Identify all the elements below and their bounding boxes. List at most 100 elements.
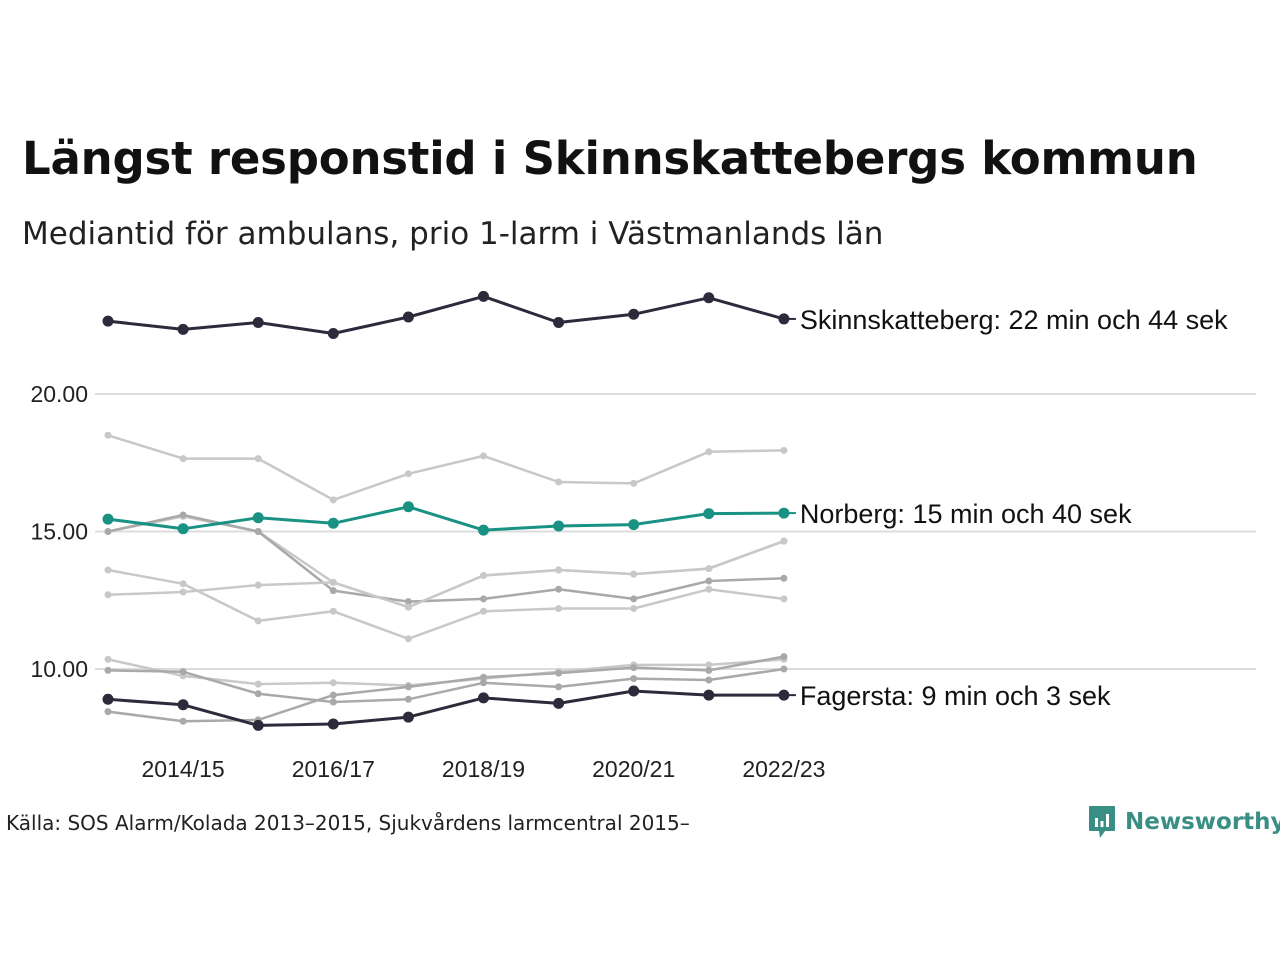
- line-chart: 10.00 15.00 20.00 2014/15 2016/17 2018/19 202…: [30, 290, 1256, 782]
- data-point-series-5: [780, 537, 788, 545]
- series-skinnskatteberg: [102, 290, 790, 339]
- data-point-series-1: [555, 478, 563, 486]
- data-point-series-3: [705, 577, 713, 585]
- data-point-series-7: [404, 695, 412, 703]
- data-point-fagersta: [553, 697, 565, 709]
- data-point-series-8: [555, 669, 563, 677]
- data-point-skinnskatteberg: [628, 308, 640, 320]
- data-point-series-4: [555, 605, 563, 612]
- data-point-series-5: [705, 565, 713, 573]
- data-point-series-7: [179, 668, 187, 676]
- data-point-series-8: [104, 708, 112, 716]
- data-point-series-7: [630, 675, 638, 683]
- data-point-norberg: [402, 501, 414, 513]
- data-point-series-3: [630, 595, 638, 603]
- data-point-norberg: [553, 520, 565, 532]
- data-point-fagersta: [102, 693, 114, 705]
- series-series-5: [104, 537, 788, 611]
- x-axis-ticks: 2014/15 2016/17 2018/19 2020/21 2022/23: [142, 756, 826, 782]
- data-point-series-4: [179, 580, 187, 588]
- data-point-series-8: [630, 664, 638, 672]
- data-point-series-3: [329, 587, 337, 595]
- data-point-series-3: [179, 511, 187, 519]
- data-point-series-3: [254, 528, 262, 535]
- series-label-skinnskatteberg: Skinnskatteberg: 22 min och 44 sek: [800, 305, 1228, 335]
- x-tick-label: 2022/23: [742, 756, 825, 782]
- series-line-norberg: [106, 505, 786, 532]
- series-label-norberg: Norberg: 15 min och 40 sek: [800, 499, 1132, 529]
- data-point-fagersta: [402, 711, 414, 723]
- data-point-skinnskatteberg: [102, 315, 114, 327]
- data-point-series-1: [179, 455, 187, 463]
- data-point-series-4: [630, 605, 638, 612]
- data-point-series-1: [404, 470, 412, 478]
- data-point-series-5: [254, 581, 262, 589]
- data-point-series-5: [480, 572, 487, 579]
- data-point-series-1: [780, 446, 788, 454]
- series-line-series-7: [106, 667, 786, 704]
- data-point-series-8: [404, 683, 412, 691]
- x-tick-label: 2014/15: [142, 756, 225, 782]
- data-point-series-4: [705, 585, 713, 593]
- data-point-series-8: [705, 666, 713, 674]
- series-fagersta: [102, 685, 790, 731]
- data-point-series-5: [555, 566, 563, 574]
- series-lines: [102, 290, 790, 731]
- data-point-skinnskatteberg: [252, 317, 264, 328]
- data-point-skinnskatteberg: [402, 311, 414, 323]
- series-line-series-2: [106, 515, 786, 609]
- data-point-norberg: [703, 508, 715, 520]
- series-series-7: [104, 665, 788, 706]
- data-point-series-6: [705, 661, 713, 669]
- series-line-fagersta: [106, 689, 786, 727]
- data-point-series-4: [480, 607, 487, 615]
- data-point-series-1: [630, 479, 638, 487]
- data-point-series-4: [329, 607, 337, 615]
- data-point-series-7: [555, 683, 563, 691]
- data-point-series-4: [254, 617, 262, 625]
- chart-title: Längst responstid i Skinnskattebergs kom…: [22, 132, 1198, 185]
- data-point-norberg: [102, 513, 114, 525]
- data-point-fagersta: [478, 692, 489, 704]
- data-point-series-1: [254, 455, 262, 463]
- y-tick-label: 10.00: [30, 656, 88, 682]
- data-point-series-7: [780, 665, 788, 673]
- data-point-series-6: [329, 679, 337, 687]
- series-labels: Skinnskatteberg: 22 min och 44 sek Norber…: [783, 305, 1228, 711]
- series-norberg: [102, 501, 790, 536]
- data-point-norberg: [628, 519, 640, 531]
- x-tick-label: 2016/17: [292, 756, 375, 782]
- data-point-series-1: [705, 448, 713, 456]
- series-line-series-1: [106, 434, 786, 502]
- data-point-series-8: [480, 673, 487, 681]
- data-point-skinnskatteberg: [327, 328, 339, 339]
- data-point-norberg: [478, 524, 489, 536]
- bar-chart-speech-icon: [1089, 806, 1115, 838]
- gridlines: [95, 393, 1256, 670]
- data-point-skinnskatteberg: [553, 317, 565, 328]
- data-point-series-4: [104, 566, 112, 574]
- data-point-skinnskatteberg: [177, 323, 189, 335]
- data-point-series-7: [480, 679, 487, 687]
- series-line-skinnskatteberg: [106, 294, 786, 335]
- data-point-series-4: [780, 595, 788, 603]
- series-line-series-5: [106, 539, 786, 609]
- data-point-series-3: [555, 585, 563, 593]
- data-point-series-8: [179, 717, 187, 725]
- series-line-series-8: [106, 655, 786, 723]
- data-point-norberg: [177, 523, 189, 535]
- data-point-series-5: [179, 588, 187, 596]
- data-point-skinnskatteberg: [478, 290, 489, 302]
- x-tick-label: 2020/21: [592, 756, 675, 782]
- series-label-fagersta: Fagersta: 9 min och 3 sek: [800, 681, 1111, 711]
- data-point-series-7: [329, 698, 337, 706]
- data-point-series-3: [480, 595, 487, 603]
- data-point-fagersta: [628, 685, 640, 697]
- data-point-series-5: [404, 603, 412, 611]
- data-point-series-3: [104, 528, 112, 535]
- brand-name: Newsworthy: [1125, 809, 1280, 835]
- data-point-series-6: [104, 655, 112, 663]
- y-tick-label: 20.00: [30, 381, 88, 407]
- y-axis-ticks: 10.00 15.00 20.00: [30, 381, 88, 682]
- data-point-fagersta: [252, 719, 264, 731]
